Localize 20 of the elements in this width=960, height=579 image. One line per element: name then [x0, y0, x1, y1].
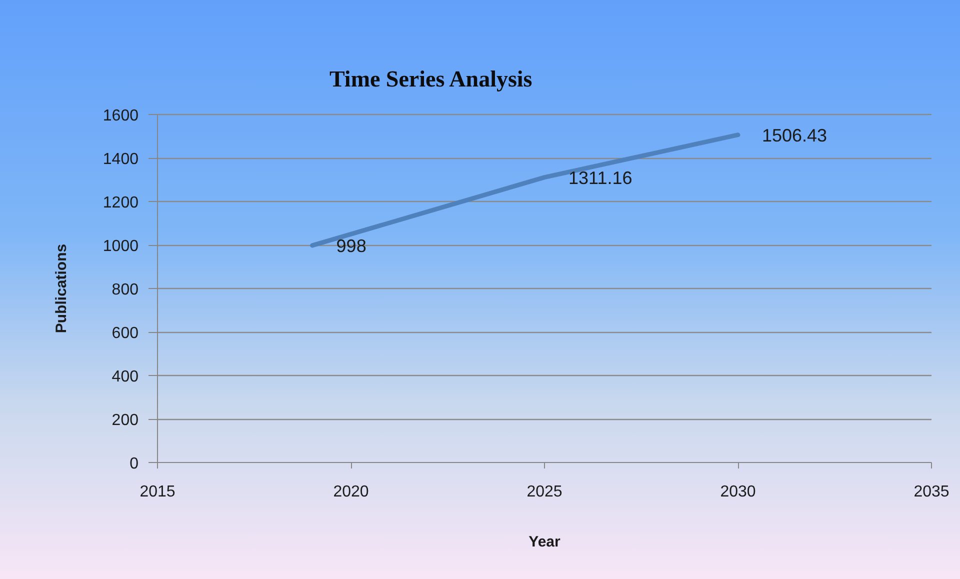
- x-tick-label: 2025: [526, 484, 562, 500]
- x-axis-title: Year: [528, 534, 561, 550]
- y-tick-label: 600: [112, 325, 139, 342]
- chart-title: Time Series Analysis: [330, 66, 532, 92]
- y-tick-label: 0: [130, 456, 139, 472]
- y-tick-label: 200: [112, 412, 139, 429]
- x-tick-label: 2030: [720, 484, 756, 500]
- y-tick-label: 1200: [102, 194, 139, 212]
- x-tick-label: 2035: [914, 484, 950, 500]
- y-tick-label: 400: [112, 368, 139, 386]
- x-tick-label: 2015: [140, 484, 176, 500]
- x-tick-label: 2020: [333, 484, 369, 500]
- data-label: 1506.43: [762, 125, 828, 146]
- y-axis-title: Publications: [52, 244, 70, 334]
- y-tick-label: 1400: [102, 151, 139, 168]
- y-tick-label: 1000: [102, 238, 139, 255]
- y-tick-label: 1600: [102, 108, 139, 124]
- data-label: 1311.16: [568, 168, 632, 188]
- y-tick-label: 800: [112, 282, 139, 298]
- data-label: 998: [336, 236, 366, 256]
